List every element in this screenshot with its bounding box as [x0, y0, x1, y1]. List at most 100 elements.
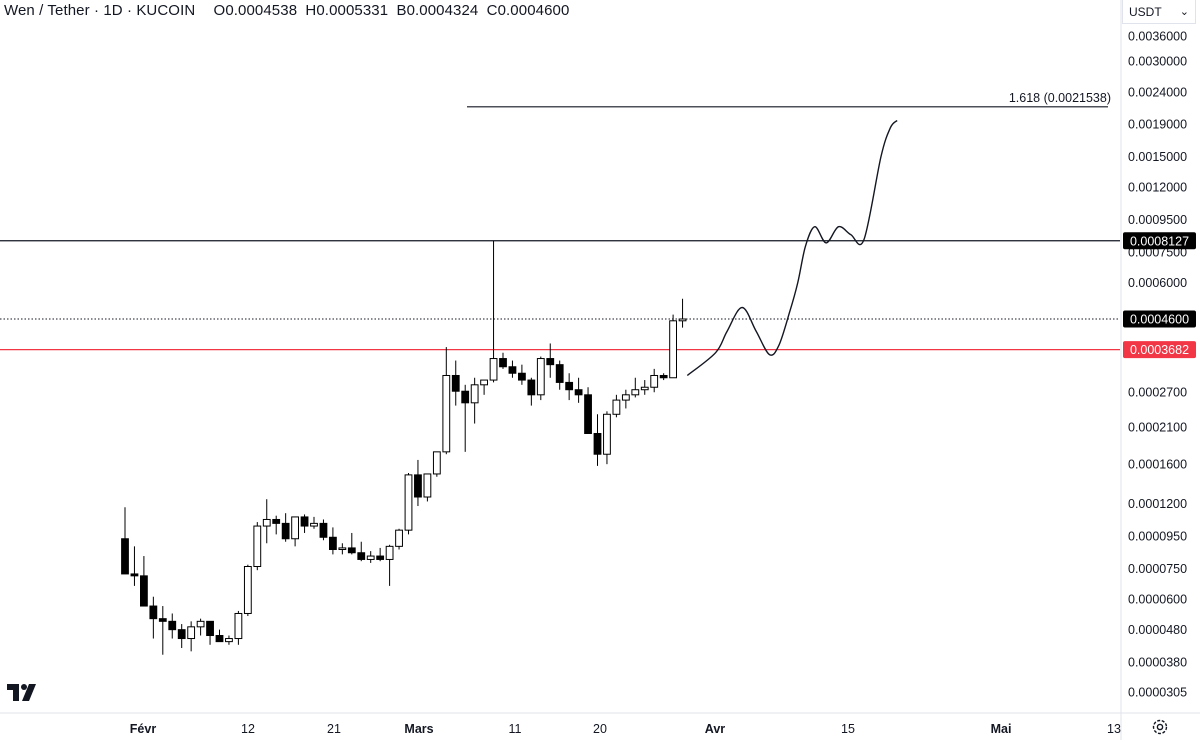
candle: [631, 377, 640, 398]
resistance-price-tag-bg: [1123, 232, 1196, 250]
candle: [640, 380, 649, 395]
price-tick-label: 0.0000305: [1128, 686, 1187, 700]
candle-body: [243, 565, 252, 614]
price-axis[interactable]: 0.0036000 0.0030000 0.0024000 0.0019000 0.00…: [1128, 30, 1187, 700]
candle-body: [291, 516, 300, 540]
candle-body: [574, 389, 583, 396]
candle-body: [508, 366, 517, 374]
candle: [518, 364, 526, 385]
candle: [499, 352, 507, 369]
candle: [546, 343, 555, 378]
high-value: 0.0005331: [316, 2, 389, 19]
candle-body: [593, 432, 602, 455]
candle-body: [253, 525, 262, 567]
candle: [300, 514, 309, 533]
candle: [536, 356, 545, 401]
price-tick-label: 0.0012000: [1128, 181, 1187, 195]
candle-body: [432, 451, 441, 475]
candle-body: [366, 555, 375, 560]
candle: [121, 507, 129, 575]
fib-1618-label: 1.618 (0.0021538): [1009, 91, 1111, 105]
price-tick-label: 0.0002100: [1128, 420, 1187, 434]
tradingview-logo-icon[interactable]: [7, 684, 39, 707]
time-tick-label: 20: [593, 722, 607, 736]
candle-body: [414, 474, 422, 498]
candle-body: [395, 529, 403, 547]
candle: [470, 377, 479, 424]
candle: [215, 629, 224, 643]
candle: [366, 551, 375, 563]
candle-body: [423, 473, 432, 498]
time-tick-label: Avr: [705, 722, 726, 736]
currency-selector[interactable]: USDT ⌄: [1122, 0, 1196, 24]
candle-body: [121, 538, 129, 575]
candle: [432, 451, 441, 477]
candle: [395, 528, 403, 550]
candle-body: [385, 545, 394, 560]
projection-path[interactable]: [686, 119, 898, 377]
candle: [423, 473, 432, 502]
candle: [319, 519, 328, 541]
candle-body: [461, 390, 470, 404]
candle: [584, 387, 592, 434]
low-label: B: [396, 2, 407, 19]
candle-body: [565, 381, 574, 391]
candle: [574, 377, 583, 403]
price-tick-label: 0.0000380: [1128, 655, 1187, 669]
gear-icon[interactable]: [1150, 717, 1170, 742]
candle: [158, 606, 167, 655]
price-tick-label: 0.0024000: [1128, 85, 1187, 99]
candle: [168, 613, 177, 639]
candle: [404, 473, 413, 535]
price-tick-label: 0.0019000: [1128, 118, 1187, 132]
candle-body: [319, 522, 328, 538]
candle-body: [187, 626, 196, 640]
candle-body: [527, 379, 536, 396]
candle-body: [489, 358, 498, 381]
candle-body: [140, 575, 148, 607]
price-tick-label: 0.0001200: [1128, 497, 1187, 511]
candle-body: [603, 413, 611, 455]
open-label: O: [213, 2, 226, 19]
candle: [376, 547, 385, 562]
candle-body: [310, 522, 318, 527]
horizontal-levels[interactable]: 1.618 (0.0021538): [0, 91, 1120, 351]
time-tick-label: Févr: [130, 722, 157, 736]
price-tick-label: 0.0000750: [1128, 562, 1187, 576]
symbol-title[interactable]: Wen / Tether · 1D · KUCOIN: [4, 2, 196, 19]
candle: [206, 620, 214, 645]
candle-body: [215, 635, 224, 643]
candle-body: [480, 379, 489, 386]
close-value: 0.0004600: [497, 2, 570, 19]
candle: [130, 546, 139, 586]
candle-body: [499, 358, 507, 368]
candle-body: [234, 612, 243, 640]
candle: [187, 621, 196, 652]
price-tick-label: 0.0036000: [1128, 30, 1187, 44]
candle-body: [640, 386, 649, 391]
candle-body: [281, 522, 290, 540]
candle: [565, 373, 574, 401]
candle: [385, 544, 394, 586]
candle-body: [376, 555, 385, 560]
candle: [480, 379, 489, 395]
candle-body: [678, 318, 687, 322]
projection-drawing[interactable]: [686, 119, 898, 377]
candle-body: [442, 374, 451, 453]
candle: [414, 459, 422, 507]
last-price-tag: 0.0004600: [1130, 313, 1189, 327]
candle: [357, 541, 366, 562]
candle-body: [621, 394, 630, 401]
candle: [347, 532, 356, 555]
price-tags: 0.0008127 0.0004600 0.0003682: [1123, 232, 1196, 359]
candle: [442, 347, 451, 455]
time-tick-label: 11: [509, 722, 522, 736]
candle: [329, 527, 337, 555]
time-axis[interactable]: Févr 12 21 Mars 11 20 Avr 15 Mai 13: [130, 722, 1121, 736]
time-tick-label: 12: [241, 722, 255, 736]
candle: [281, 513, 290, 542]
price-tick-label: 0.0000480: [1128, 623, 1187, 637]
candle: [508, 360, 517, 378]
candle: [489, 240, 498, 383]
